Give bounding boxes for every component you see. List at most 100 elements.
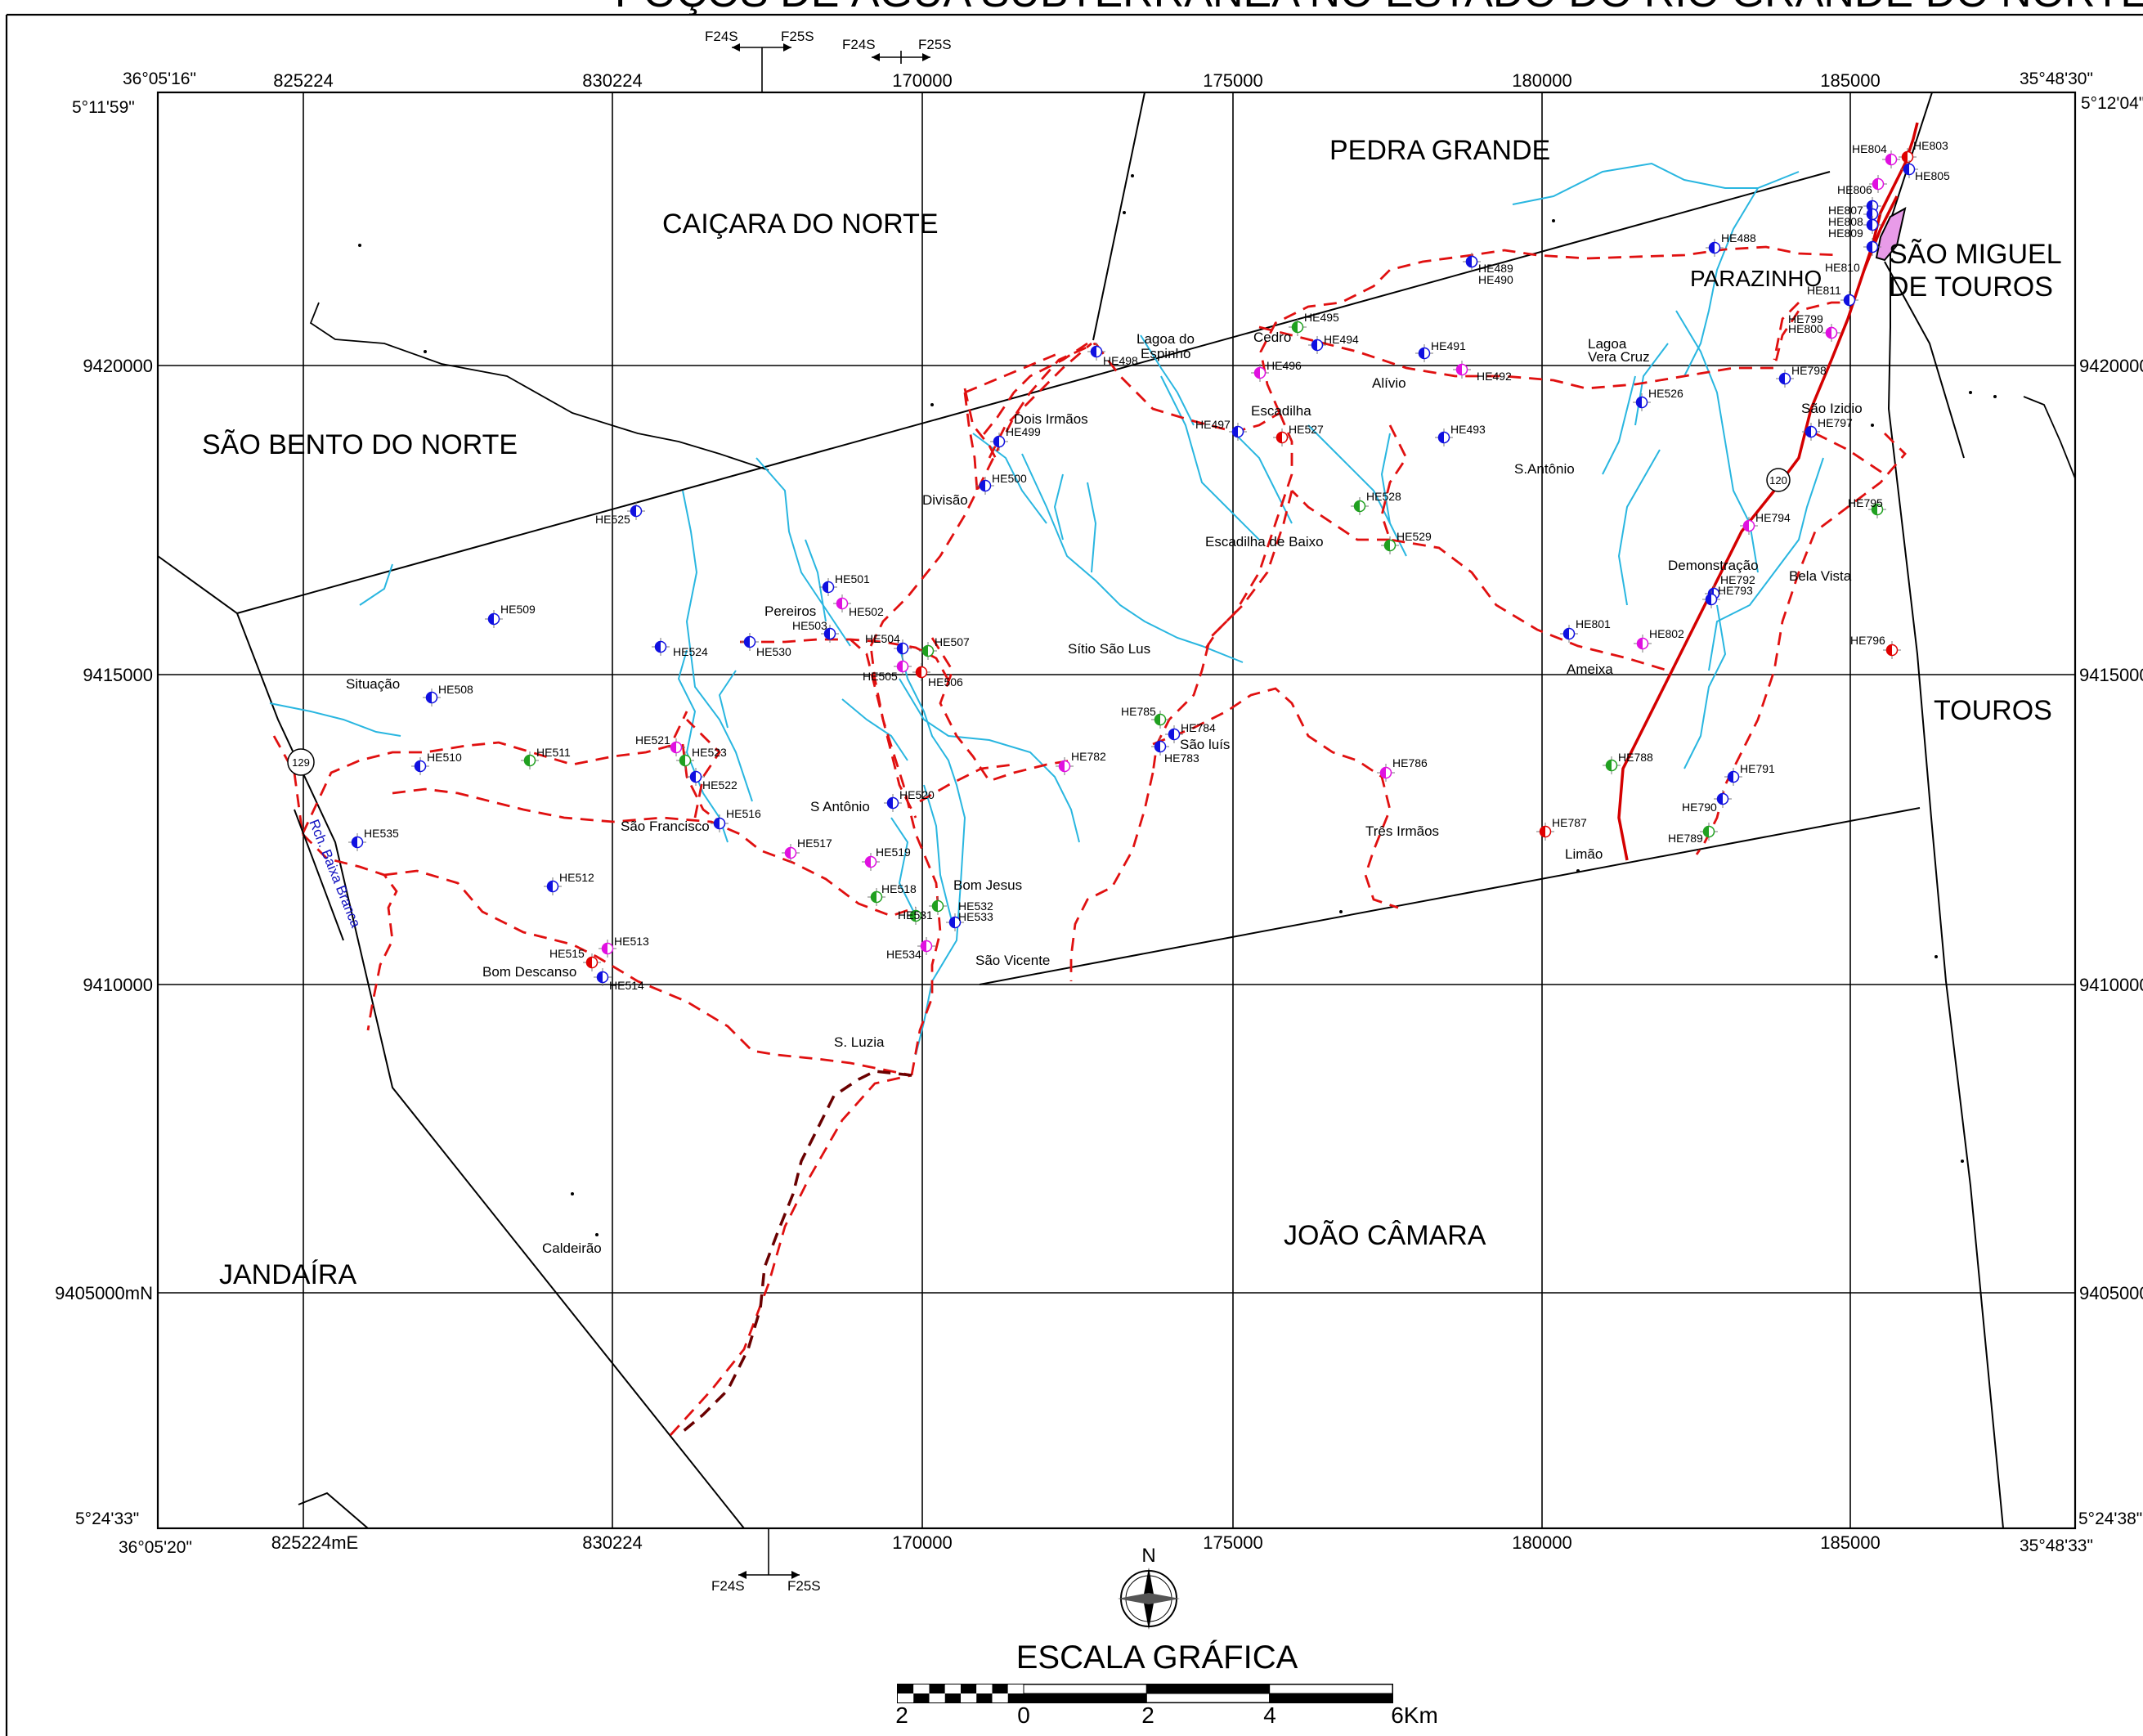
- scale-segment: [1269, 1684, 1393, 1694]
- well-marker: HE787: [1536, 816, 1587, 841]
- well-marker: HE805: [1900, 160, 1950, 182]
- scale-title: ESCALA GRÁFICA: [1016, 1639, 1298, 1675]
- road: [383, 869, 912, 1077]
- well-label: HE498: [1103, 354, 1138, 367]
- locality-label: Bela Vista: [1789, 568, 1852, 584]
- river-label: Rch. Baixa Branca: [306, 817, 364, 930]
- scale-label: 4: [1263, 1702, 1276, 1728]
- locality-label: S Antônio: [810, 799, 870, 814]
- well-label: HE501: [835, 572, 870, 585]
- well-marker: HE802: [1634, 627, 1684, 653]
- municipality-label: PEDRA GRANDE: [1329, 135, 1550, 166]
- well-label: HE801: [1576, 617, 1611, 630]
- svg-text:830224: 830224: [582, 1532, 642, 1553]
- border-line: [157, 171, 1831, 615]
- border-line: [979, 807, 1921, 985]
- municipality-label: JOÃO CÂMARA: [1284, 1220, 1486, 1251]
- well-label: HE506: [928, 675, 963, 689]
- well-label: HE514: [609, 979, 644, 992]
- road: [301, 711, 688, 835]
- well-marker: HE801: [1560, 617, 1611, 643]
- municipality-label: DE TOUROS: [1889, 271, 2053, 303]
- municipal-borders: [157, 92, 2076, 1529]
- locality-label: Demonstração: [1668, 558, 1759, 573]
- svg-text:35°48'30": 35°48'30": [2020, 70, 2093, 88]
- locality-labels: Lagoa do Espinho Cedro Alívio Lagoa Vera…: [346, 330, 1863, 1256]
- well-label: HE518: [881, 882, 917, 895]
- map-frame: [156, 91, 2077, 1530]
- municipality-label: SÃO MIGUEL: [1889, 239, 2062, 270]
- well-marker: HE808: [1828, 205, 1881, 228]
- locality-label: Bom Descanso: [482, 964, 576, 980]
- locality-label: Escadilha de Baixo: [1205, 534, 1324, 550]
- well-label: HE509: [500, 603, 536, 616]
- well-label: HE520: [899, 788, 935, 801]
- well-marker: HE491: [1415, 339, 1466, 362]
- well-label: HE787: [1552, 816, 1587, 829]
- scale-label: 0: [1017, 1702, 1030, 1728]
- well-label: HE808: [1828, 215, 1863, 228]
- well-label: HE493: [1450, 423, 1486, 436]
- well-label: HE805: [1915, 169, 1950, 182]
- well-marker: HE788: [1603, 751, 1653, 774]
- well-marker: HE803: [1899, 139, 1948, 166]
- well-marker: HE785: [1121, 705, 1169, 729]
- svg-text:175000: 175000: [1203, 1532, 1262, 1553]
- locality-label: Ameixa: [1567, 662, 1613, 677]
- well-label: HE804: [1852, 142, 1887, 155]
- well-marker: HE505: [863, 657, 912, 683]
- well-label: HE793: [1718, 584, 1753, 597]
- well-label: HE528: [1366, 490, 1401, 503]
- well-label: HE531: [898, 908, 933, 922]
- well-marker: HE528: [1351, 490, 1401, 515]
- well-label: HE515: [549, 947, 585, 960]
- svg-text:120: 120: [1769, 474, 1787, 487]
- well-marker: HE512: [544, 871, 594, 895]
- svg-text:185000: 185000: [1820, 1532, 1880, 1553]
- well-marker: HE804: [1852, 142, 1900, 168]
- well-marker: HE507: [919, 635, 970, 660]
- well-label: HE800: [1788, 322, 1823, 335]
- well-label: HE791: [1740, 762, 1775, 775]
- well-marker: HE504: [865, 632, 912, 657]
- road-marker: [1766, 468, 1791, 492]
- well-marker: HE517: [782, 837, 832, 862]
- well-marker: HE509: [485, 603, 536, 628]
- well-label: HE789: [1668, 832, 1703, 845]
- municipality-label: SÃO BENTO DO NORTE: [202, 429, 518, 460]
- road: [1695, 433, 1907, 855]
- svg-text:825224mE: 825224mE: [271, 1532, 358, 1553]
- locality-label: São Izidio: [1801, 401, 1863, 416]
- road: [963, 392, 979, 491]
- road-markers: 120 129: [287, 468, 1791, 776]
- border-line: [236, 612, 745, 1529]
- locality-label: Sítio São Lus: [1068, 641, 1150, 657]
- svg-text:180000: 180000: [1512, 1532, 1571, 1553]
- locality-label: Lagoa: [1588, 336, 1627, 352]
- border-line: [298, 1492, 369, 1529]
- well-label: HE810: [1825, 261, 1860, 274]
- well-marker: HE510: [411, 751, 462, 775]
- well-marker: HE527: [1273, 423, 1324, 446]
- road: [1258, 301, 1848, 390]
- well-label: HE811: [1807, 284, 1841, 297]
- road: [1151, 412, 1293, 774]
- well-marker: HE519: [862, 846, 911, 871]
- well-label: HE494: [1324, 333, 1359, 346]
- zone-markers: F24S F25S F24S F25S F24S F25S: [705, 29, 952, 1594]
- well-label: HE534: [886, 948, 921, 961]
- locality-label: Situação: [346, 676, 400, 692]
- well-marker: HE524: [652, 638, 708, 658]
- svg-text:185000: 185000: [1820, 70, 1880, 91]
- locality-label: Caldeirão: [542, 1240, 602, 1256]
- road: [1152, 687, 1399, 909]
- locality-label: Espinho: [1141, 346, 1190, 361]
- urban-area: [1875, 207, 1907, 262]
- north-label: N: [1141, 1545, 1155, 1567]
- locality-label: S.Antônio: [1514, 461, 1575, 477]
- locality-label: Pereiros: [764, 603, 816, 619]
- well-label: HE795: [1848, 496, 1883, 509]
- well-label: HE798: [1791, 364, 1827, 377]
- scale-segment: [929, 1684, 945, 1693]
- scale-segment: [1023, 1693, 1147, 1703]
